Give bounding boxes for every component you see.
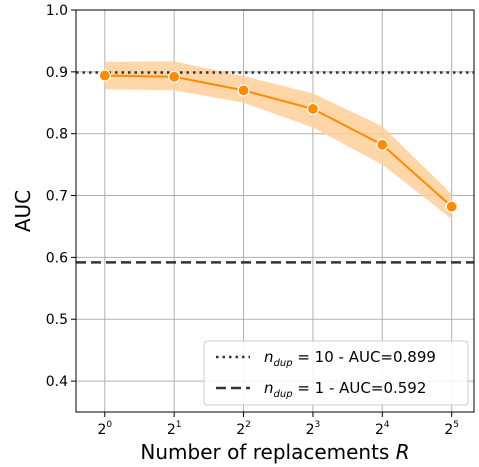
legend-auc-0: - AUC=0.899 bbox=[334, 348, 436, 366]
reference-lines bbox=[76, 71, 474, 264]
y-tick-label-1: 0.5 bbox=[46, 312, 68, 328]
x-tick-exp-5: 5 bbox=[453, 420, 459, 430]
x-tick-exp-0: 0 bbox=[106, 420, 112, 430]
x-axis-label-var: R bbox=[396, 440, 410, 464]
y-ticks: 0.4 0.5 0.6 0.7 0.8 0.9 1.0 bbox=[46, 3, 76, 390]
x-tick-base-0: 2 bbox=[97, 422, 106, 438]
x-tick-base-2: 2 bbox=[236, 422, 245, 438]
x-tick-exp-1: 1 bbox=[176, 420, 182, 430]
legend-label-0: ndup = 10 - AUC=0.899 bbox=[264, 348, 436, 369]
plot-frame bbox=[75, 9, 475, 413]
x-tick-exp-4: 4 bbox=[384, 420, 390, 430]
y-tick-label-5: 0.9 bbox=[46, 65, 68, 81]
y-tick-label-0: 0.4 bbox=[46, 374, 68, 390]
legend-sub-1: dup bbox=[274, 389, 293, 400]
x-tick-label-2: 22 bbox=[236, 420, 251, 438]
legend-auc-1: - AUC=0.592 bbox=[324, 379, 426, 397]
x-tick-label-5: 25 bbox=[444, 420, 459, 438]
y-tick-label-6: 1.0 bbox=[46, 3, 68, 19]
x-tick-base-3: 2 bbox=[306, 422, 315, 438]
x-tick-label-1: 21 bbox=[167, 420, 182, 438]
data-point-1 bbox=[168, 70, 181, 83]
y-tick-label-3: 0.7 bbox=[46, 189, 68, 205]
x-tick-base-1: 2 bbox=[167, 422, 176, 438]
data-point-4 bbox=[376, 138, 389, 151]
x-tick-label-4: 24 bbox=[375, 420, 390, 438]
data-point-2 bbox=[237, 84, 250, 97]
x-ticks: 20 21 22 23 24 25 bbox=[97, 412, 459, 438]
x-axis-label: Number of replacements R bbox=[140, 440, 409, 464]
data-point-3 bbox=[306, 102, 320, 116]
legend-box bbox=[203, 340, 469, 406]
legend-var-0: n bbox=[264, 348, 274, 366]
x-tick-exp-3: 3 bbox=[315, 420, 321, 430]
x-tick-label-3: 23 bbox=[306, 420, 321, 438]
legend-eq-0: = 10 bbox=[293, 348, 334, 366]
legend-label-1: ndup = 1 - AUC=0.592 bbox=[264, 379, 426, 400]
y-tick-label-4: 0.8 bbox=[46, 127, 68, 143]
x-tick-base-5: 2 bbox=[444, 422, 453, 438]
y-axis-label: AUC bbox=[11, 190, 35, 232]
data-point-5 bbox=[445, 200, 458, 213]
x-tick-base-4: 2 bbox=[375, 422, 384, 438]
legend-var-1: n bbox=[264, 379, 274, 397]
x-tick-exp-2: 2 bbox=[245, 420, 251, 430]
series-line bbox=[104, 74, 453, 208]
y-tick-label-2: 0.6 bbox=[46, 250, 68, 266]
x-axis-label-text: Number of replacements bbox=[140, 440, 395, 464]
series bbox=[98, 69, 458, 213]
data-point-0 bbox=[98, 69, 111, 82]
legend-eq-1: = 1 bbox=[293, 379, 325, 397]
x-tick-label-0: 20 bbox=[97, 420, 112, 438]
legend-sub-0: dup bbox=[274, 358, 293, 369]
